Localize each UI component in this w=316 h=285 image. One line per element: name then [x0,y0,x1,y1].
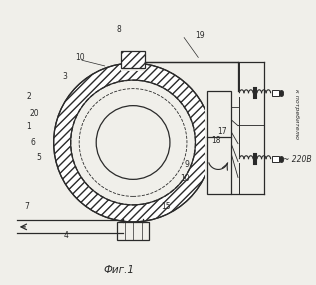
Text: ~ 220В: ~ 220В [283,155,312,164]
Bar [207,91,232,194]
Bar [272,156,279,162]
Text: 20: 20 [30,109,39,117]
Text: Фиг.1: Фиг.1 [103,265,134,275]
Text: 4: 4 [64,231,69,239]
Bar [121,51,145,68]
Text: 6: 6 [31,138,36,147]
Text: 19: 19 [196,30,205,40]
Text: 1: 1 [26,122,31,131]
Bar [272,90,279,96]
Text: 17: 17 [217,127,226,136]
Text: 3: 3 [62,72,67,81]
Text: к потребителю: к потребителю [294,89,299,139]
Text: 15: 15 [161,202,171,211]
Text: 10: 10 [180,174,190,183]
Text: 7: 7 [24,202,29,211]
Bar [204,91,233,194]
Text: 5: 5 [37,152,41,162]
Text: 10: 10 [75,53,85,62]
Text: 8: 8 [116,25,121,34]
Text: 18: 18 [211,135,221,144]
Bar [121,50,145,71]
Text: 2: 2 [27,91,32,101]
Bar [118,222,149,240]
Text: 9: 9 [184,160,189,169]
